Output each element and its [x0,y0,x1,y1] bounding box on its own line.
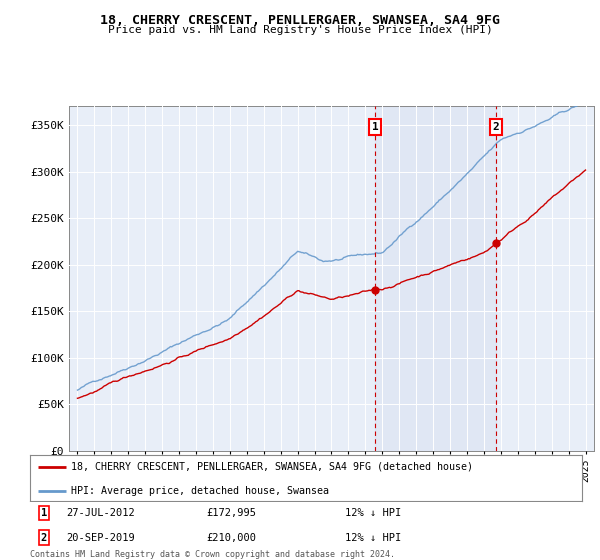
Text: £210,000: £210,000 [206,533,257,543]
Text: 12% ↓ HPI: 12% ↓ HPI [344,533,401,543]
Text: 18, CHERRY CRESCENT, PENLLERGAER, SWANSEA, SA4 9FG (detached house): 18, CHERRY CRESCENT, PENLLERGAER, SWANSE… [71,462,473,472]
Text: Contains HM Land Registry data © Crown copyright and database right 2024.
This d: Contains HM Land Registry data © Crown c… [30,550,395,560]
Text: 20-SEP-2019: 20-SEP-2019 [66,533,134,543]
Text: 1: 1 [372,122,379,132]
Bar [375,106,496,451]
Text: 27-JUL-2012: 27-JUL-2012 [66,508,134,518]
Text: 2: 2 [493,122,499,132]
Text: 12% ↓ HPI: 12% ↓ HPI [344,508,401,518]
Text: 1: 1 [41,508,47,518]
Text: 18, CHERRY CRESCENT, PENLLERGAER, SWANSEA, SA4 9FG: 18, CHERRY CRESCENT, PENLLERGAER, SWANSE… [100,14,500,27]
Text: HPI: Average price, detached house, Swansea: HPI: Average price, detached house, Swan… [71,486,329,496]
Text: 2: 2 [41,533,47,543]
Text: Price paid vs. HM Land Registry's House Price Index (HPI): Price paid vs. HM Land Registry's House … [107,25,493,35]
Text: £172,995: £172,995 [206,508,257,518]
